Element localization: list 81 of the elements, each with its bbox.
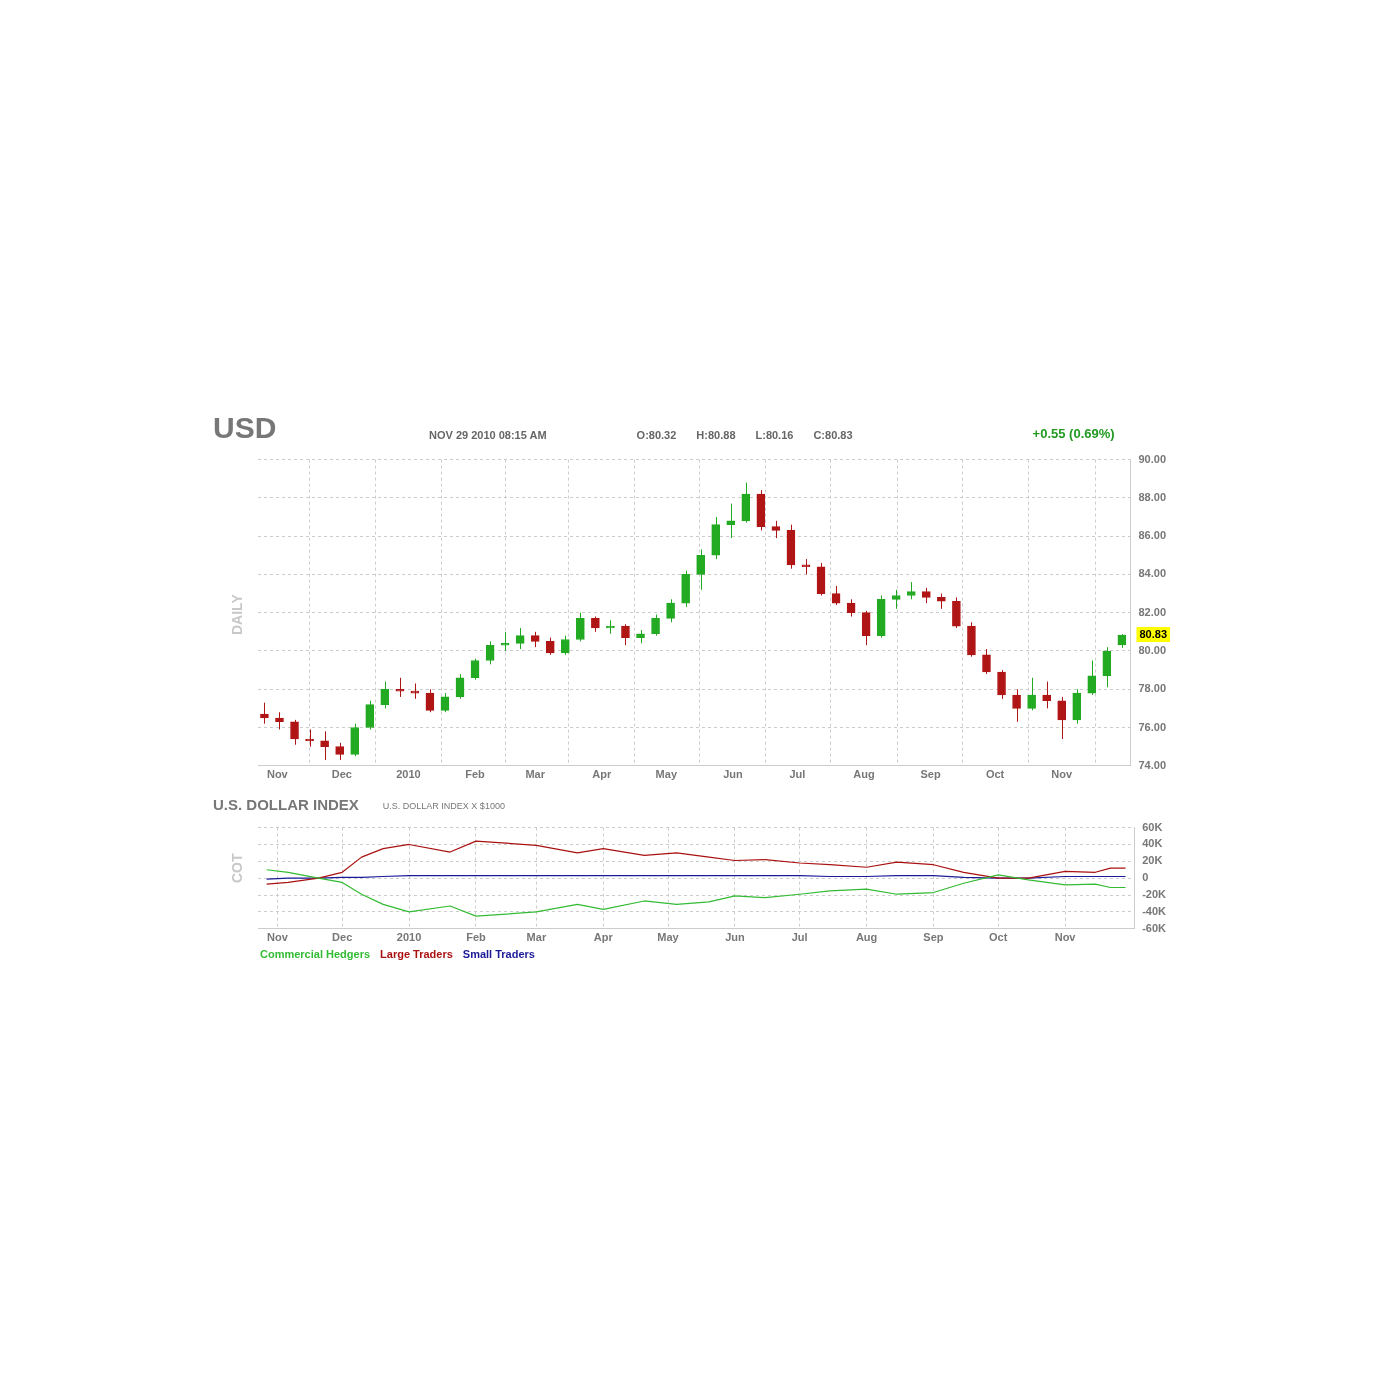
- candlestick: [952, 596, 961, 629]
- candlestick: [515, 627, 525, 650]
- x-tick-label: Aug: [855, 931, 878, 944]
- x-tick-label: Jul: [789, 768, 806, 781]
- x-tick-label: May: [655, 768, 678, 781]
- chart-title: U.S. DOLLAR INDEX: [213, 796, 359, 813]
- candlestick: [651, 614, 660, 637]
- candlestick: [470, 658, 480, 681]
- candlestick: [861, 610, 871, 646]
- candlestick: [696, 549, 706, 591]
- text: H:80.88: [696, 429, 736, 441]
- x-tick-label: Oct: [985, 768, 1005, 781]
- candlestick: [485, 640, 495, 665]
- candlestick: [425, 688, 435, 713]
- y-tick-label: 80.00: [1138, 644, 1166, 657]
- y-tick-label: 0: [1142, 871, 1149, 884]
- candlestick: [1057, 696, 1067, 740]
- y-tick-label: 40K: [1142, 837, 1163, 850]
- candlestick: [380, 681, 390, 709]
- x-tick-label: 2010: [396, 931, 422, 944]
- x-tick-label: May: [657, 931, 680, 944]
- x-tick-label: Jun: [725, 931, 745, 944]
- text: L:80.16: [755, 429, 794, 441]
- y-tick-label: -20K: [1142, 888, 1167, 901]
- y-tick-label: 60K: [1142, 820, 1163, 833]
- text: O:80.32: [636, 429, 677, 441]
- candlestick: [290, 719, 299, 746]
- x-tick-label: Apr: [593, 931, 614, 944]
- y-tick-label: 76.00: [1138, 720, 1166, 733]
- y-tick-label: 20K: [1142, 854, 1163, 867]
- candlestick: [576, 612, 585, 642]
- chart-subtitle: U.S. DOLLAR INDEX X $1000: [382, 801, 505, 811]
- candlestick: [1027, 677, 1036, 711]
- x-tick-label: Mar: [526, 931, 547, 944]
- candlestick: [621, 623, 630, 646]
- x-tick-label: Nov: [1051, 768, 1073, 781]
- candlestick: [320, 730, 329, 761]
- x-tick-label: Apr: [592, 768, 613, 781]
- y-tick-label: 74.00: [1138, 758, 1166, 771]
- y-tick-label: 88.00: [1138, 490, 1166, 503]
- x-tick-label: Nov: [267, 931, 289, 944]
- x-tick-label: Feb: [466, 931, 487, 944]
- x-tick-label: Nov: [1054, 931, 1077, 944]
- y-tick-label: -40K: [1142, 904, 1167, 917]
- text: Large Traders: [380, 948, 453, 960]
- x-tick-label: 2010: [396, 768, 421, 781]
- x-tick-label: Oct: [989, 931, 1008, 944]
- text: C:80.83: [813, 429, 853, 441]
- x-tick-label: Nov: [266, 768, 289, 781]
- x-tick-label: Jul: [791, 931, 808, 944]
- x-tick-label: Sep: [923, 931, 944, 944]
- candlestick: [455, 673, 465, 700]
- candlestick: [891, 589, 901, 610]
- x-tick-label: Feb: [465, 768, 486, 781]
- y-tick-label: 84.00: [1138, 567, 1166, 580]
- y-tick-label: 86.00: [1138, 529, 1166, 542]
- text: Small Traders: [462, 948, 535, 960]
- candlestick: [500, 631, 510, 652]
- x-tick-label: Sep: [920, 768, 941, 781]
- candlestick: [1042, 681, 1051, 709]
- x-tick-label: Aug: [853, 768, 875, 781]
- text: +0.55 (0.69%): [1032, 426, 1115, 441]
- text: NOV 29 2010 08:15 AM: [429, 429, 547, 441]
- candlestick: [982, 648, 991, 675]
- text: Commercial Hedgers: [260, 948, 371, 960]
- text: 80.83: [1139, 628, 1167, 641]
- y-tick-label: -60K: [1142, 921, 1167, 934]
- x-tick-label: Jun: [723, 768, 743, 781]
- y-tick-label: 82.00: [1138, 605, 1166, 618]
- x-tick-label: Dec: [331, 768, 352, 781]
- y-tick-label: 78.00: [1138, 682, 1166, 695]
- x-tick-label: Mar: [525, 768, 546, 781]
- candlestick: [666, 598, 675, 623]
- candlestick: [1087, 660, 1097, 696]
- candlestick: [997, 669, 1006, 700]
- candlestick: [1012, 688, 1021, 723]
- candlestick: [395, 677, 405, 698]
- x-tick-label: Dec: [332, 931, 353, 944]
- y-tick-label: 90.00: [1138, 452, 1166, 465]
- candlestick: [365, 700, 375, 730]
- chart-title: USD: [213, 411, 278, 445]
